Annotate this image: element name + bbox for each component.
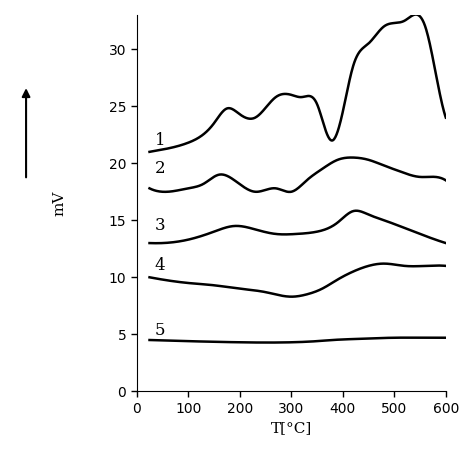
Text: 3: 3 — [155, 218, 165, 235]
X-axis label: T[°C]: T[°C] — [271, 421, 312, 435]
Text: 5: 5 — [155, 322, 165, 339]
Text: 4: 4 — [155, 257, 165, 274]
Text: 2: 2 — [155, 161, 165, 177]
Y-axis label: mV: mV — [53, 191, 67, 216]
Text: 1: 1 — [155, 132, 165, 149]
